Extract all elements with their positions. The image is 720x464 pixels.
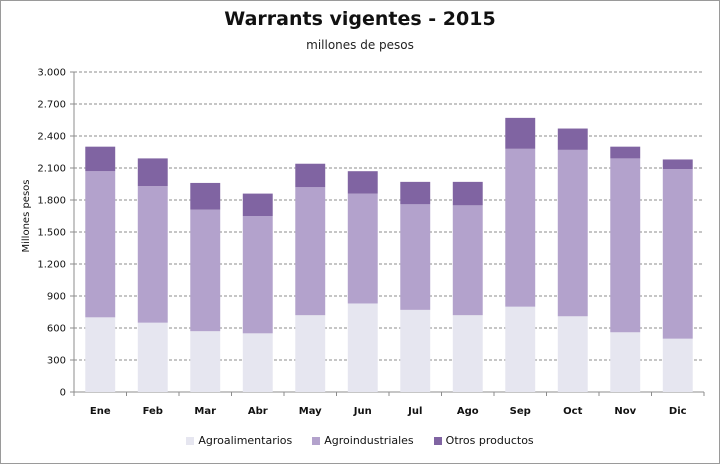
bar-segment-agroindustriales-nov (610, 158, 641, 333)
bar-segment-otros-productos-mar (190, 182, 221, 210)
x-tick-labels: Ene Feb Mar Abr May Jun Jul Ago Sep Oct Nov Dic (90, 406, 687, 417)
legend: Agroalimentarios Agroindustriales Otros pr… (0, 434, 720, 447)
y-tick-labels: 0 300 600 900 1.200 1.500 1.800 2.100 2.400 2.700… (37, 68, 66, 399)
chart-title: Warrants vigentes - 2015 (224, 8, 496, 30)
legend-swatch (312, 436, 321, 445)
bar-segment-agroindustriales-dic (662, 169, 693, 339)
bar-segment-agroindustriales-may (295, 187, 326, 316)
legend-item: Agroalimentarios (186, 434, 292, 447)
legend-item: Otros productos (433, 434, 534, 447)
x-tick-label: Ene (90, 406, 111, 417)
chart-subtitle: millones de pesos (306, 38, 414, 52)
bar-segment-otros-productos-sep (505, 117, 536, 149)
x-tick-label: May (299, 406, 322, 417)
bars (85, 117, 693, 392)
bar-segment-agroalimentarios-oct (557, 316, 588, 392)
y-tick-label: 0 (60, 388, 66, 399)
y-tick-label: 2.400 (37, 132, 66, 143)
y-tick-label: 1.500 (37, 228, 66, 239)
x-tick-label: Dic (669, 406, 687, 417)
y-tick-label: 1.200 (37, 260, 66, 271)
bar-segment-agroindustriales-feb (137, 186, 168, 323)
bar-segment-agroindustriales-mar (190, 209, 221, 332)
bar-segment-agroindustriales-abr (242, 216, 273, 334)
y-tick-label: 900 (47, 292, 66, 303)
bar-segment-agroindustriales-sep (505, 148, 536, 307)
y-tick-label: 600 (47, 324, 66, 335)
bar-segment-agroalimentarios-nov (610, 332, 641, 392)
bar-segment-agroalimentarios-may (295, 315, 326, 392)
legend-label: Otros productos (445, 434, 534, 447)
bar-segment-otros-productos-abr (242, 193, 273, 216)
x-tick-label: Nov (614, 406, 636, 417)
y-axis-label: Millones pesos (21, 180, 32, 253)
legend-label: Agroindustriales (324, 434, 414, 447)
x-tick-label: Abr (248, 406, 268, 417)
bar-segment-agroindustriales-ene (85, 171, 116, 318)
x-tick-label: Sep (510, 406, 531, 417)
bar-segment-agroalimentarios-abr (242, 333, 273, 392)
x-tick-label: Feb (143, 406, 163, 417)
bar-segment-otros-productos-ene (85, 146, 116, 172)
bar-segment-otros-productos-jun (347, 171, 378, 194)
bar-segment-otros-productos-dic (662, 159, 693, 170)
x-tick-label: Mar (194, 406, 216, 417)
bar-segment-agroalimentarios-feb (137, 322, 168, 392)
x-tick-label: Jun (353, 406, 372, 417)
bar-segment-agroindustriales-ago (452, 205, 483, 316)
y-tick-label: 1.800 (37, 196, 66, 207)
bar-segment-agroalimentarios-jul (400, 309, 431, 392)
bar-segment-agroalimentarios-jun (347, 303, 378, 392)
legend-swatch (433, 436, 442, 445)
bar-segment-otros-productos-ago (452, 181, 483, 206)
bar-segment-agroalimentarios-ene (85, 317, 116, 392)
bar-segment-otros-productos-feb (137, 158, 168, 187)
bar-segment-otros-productos-jul (400, 181, 431, 205)
legend-label: Agroalimentarios (198, 434, 293, 447)
y-tick-label: 3.000 (37, 68, 66, 79)
x-tick-label: Ago (457, 406, 479, 417)
x-tick-label: Jul (407, 406, 422, 417)
bar-segment-agroalimentarios-dic (662, 338, 693, 392)
x-tick-label: Oct (563, 406, 582, 417)
bar-segment-otros-productos-oct (557, 128, 588, 150)
grid-lines (70, 71, 705, 396)
y-tick-label: 2.100 (37, 164, 66, 175)
bar-segment-agroalimentarios-ago (452, 315, 483, 392)
legend-item: Agroindustriales (312, 434, 414, 447)
y-tick-label: 300 (47, 356, 66, 367)
y-tick-label: 2.700 (37, 100, 66, 111)
bar-segment-agroindustriales-jun (347, 193, 378, 304)
bar-segment-otros-productos-nov (610, 146, 641, 159)
bar-segment-agroindustriales-jul (400, 204, 431, 310)
bar-segment-agroalimentarios-mar (190, 331, 221, 392)
bar-segment-agroindustriales-oct (557, 149, 588, 317)
bar-segment-agroalimentarios-sep (505, 306, 536, 392)
bar-segment-otros-productos-may (295, 163, 326, 188)
legend-swatch (186, 436, 195, 445)
